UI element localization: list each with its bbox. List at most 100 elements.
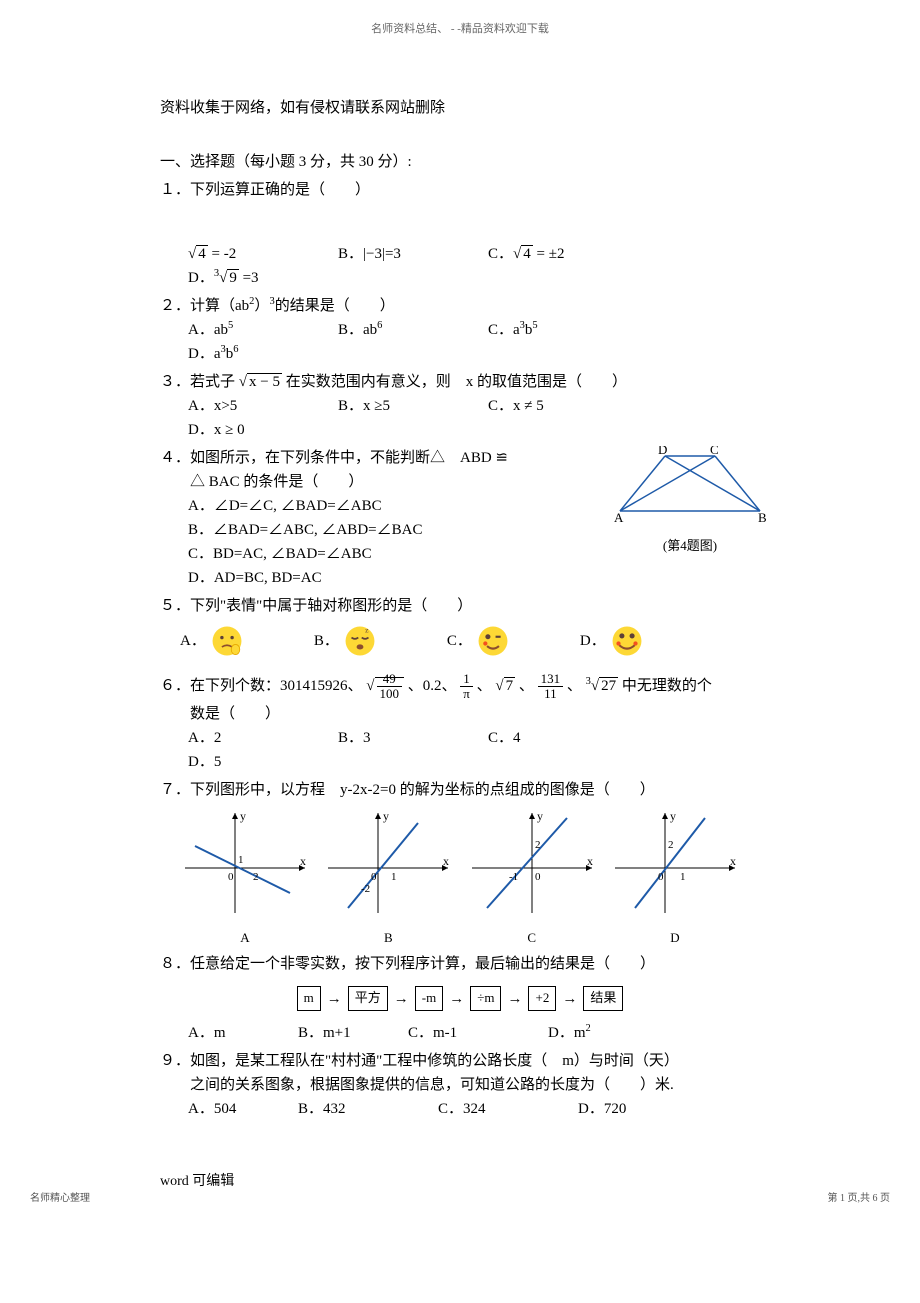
q1-opt-d: D．39 =3 <box>188 266 328 290</box>
q9-l2: 之间的关系图象，根据图象提供的信息，可知道公路的长度为（ ）米. <box>160 1073 760 1097</box>
q4-opt-d: D．AD=BC, BD=AC <box>188 566 760 590</box>
page: 名师资料总结、 - -精品资料欢迎下载 资料收集于网络，如有侵权请联系网站删除 … <box>0 0 920 1224</box>
word-editable: word 可编辑 <box>160 1171 760 1193</box>
chart-b: 01 -2 xy B <box>323 808 453 949</box>
q4-figure: A B C D (第4题图) <box>610 446 770 557</box>
q2-opts: A．ab5 B．ab6 C．a3b5 D．a3b6 <box>160 318 760 366</box>
q5-opt-d-label: D． <box>580 629 606 653</box>
q1-opts: 4 = -2 B．|−3|=3 C．4 = ±2 D．39 =3 <box>160 242 760 290</box>
q2-opt-a: A．ab5 <box>188 318 328 342</box>
footer-left: 名师精心整理 <box>30 1189 90 1204</box>
fig-label-c: C <box>710 446 719 457</box>
q9-opt-b: B．432 <box>298 1097 428 1121</box>
q5-opt-b-label: B． <box>314 629 339 653</box>
q3-opt-c: C．x ≠ 5 <box>488 394 628 418</box>
svg-text:1: 1 <box>680 871 686 883</box>
q5-stem: ５．下列"表情"中属于轴对称图形的是（ ） <box>160 594 760 618</box>
q8-opt-c: C．m-1 <box>408 1021 538 1045</box>
q3-opts: A．x>5 B．x ≥5 C．x ≠ 5 D．x ≥ 0 <box>160 394 760 442</box>
emoji-thinking-icon <box>210 624 244 658</box>
q9-opt-a: A．504 <box>188 1097 288 1121</box>
section-title: 一、选择题（每小题 3 分，共 30 分）: <box>160 150 760 174</box>
q5-opts: A． B． z C． D． <box>160 624 760 658</box>
q9-opt-d: D．720 <box>578 1097 678 1121</box>
sqrt-icon: x − 5 <box>239 370 282 394</box>
flow-box: m <box>297 986 321 1011</box>
svg-text:0: 0 <box>228 871 234 883</box>
q2-opt-d: D．a3b6 <box>188 342 328 366</box>
sqrt-icon: 4 <box>513 242 533 266</box>
q8-flowchart: m→ 平方→ -m→ ÷m→ +2→ 结果 <box>160 986 760 1011</box>
flow-box: 结果 <box>583 986 623 1011</box>
fig-label-d: D <box>658 446 667 457</box>
q7-charts: 10 2 xy A 01 -2 xy B <box>160 808 760 949</box>
flow-box: 平方 <box>348 986 388 1011</box>
q8-opt-d: D．m2 <box>548 1021 648 1045</box>
flow-box: -m <box>415 986 443 1011</box>
q8-opts: A．m B．m+1 C．m-1 D．m2 <box>160 1021 760 1045</box>
q3-stem: ３．若式子 x − 5 在实数范围内有意义，则 x 的取值范围是（ ） <box>160 370 760 394</box>
sqrt-icon: 4 <box>188 242 208 266</box>
svg-text:2: 2 <box>668 839 674 851</box>
q8-opt-b: B．m+1 <box>298 1021 398 1045</box>
emoji-sleeping-icon: z <box>343 624 377 658</box>
q1-opt-b: B．|−3|=3 <box>338 242 478 266</box>
svg-text:y: y <box>383 809 389 823</box>
sqrt-icon: 9 <box>219 266 239 290</box>
q8-opt-a: A．m <box>188 1021 288 1045</box>
footer-right: 第 1 页,共 6 页 <box>828 1189 891 1204</box>
emoji-smile-icon <box>610 624 644 658</box>
q1-opt-a: 4 = -2 <box>188 242 328 266</box>
q9-opt-c: C．324 <box>438 1097 568 1121</box>
svg-text:0: 0 <box>658 871 664 883</box>
header-top: 名师资料总结、 - -精品资料欢迎下载 <box>160 20 760 36</box>
q1-opt-c: C．4 = ±2 <box>488 242 628 266</box>
sqrt-icon: 7 <box>495 674 515 698</box>
sqrt-icon: 27 <box>591 674 618 698</box>
q5-opt-a-label: A． <box>180 629 206 653</box>
svg-text:y: y <box>240 809 246 823</box>
svg-text:-1: -1 <box>509 871 518 883</box>
svg-text:x: x <box>730 854 736 868</box>
arrow-icon: → <box>507 987 522 1011</box>
sqrt-icon: 49100 <box>366 672 404 702</box>
arrow-icon: → <box>394 987 409 1011</box>
content: 资料收集于网络，如有侵权请联系网站删除 一、选择题（每小题 3 分，共 30 分… <box>160 96 760 1194</box>
chart-c: 2 -1 0 x y C <box>467 808 597 949</box>
preface: 资料收集于网络，如有侵权请联系网站删除 <box>160 96 760 120</box>
chart-d-label: D <box>610 928 740 949</box>
q9-l1: ９．如图，是某工程队在"村村通"工程中修筑的公路长度（ m）与时间（天） <box>160 1049 760 1073</box>
svg-text:0: 0 <box>535 871 541 883</box>
q7-stem: ７．下列图形中，以方程 y-2x-2=0 的解为坐标的点组成的图像是（ ） <box>160 778 760 802</box>
q6-opt-a: A．2 <box>188 726 328 750</box>
fig-label-b: B <box>758 510 767 525</box>
svg-text:y: y <box>537 809 543 823</box>
svg-text:x: x <box>443 854 449 868</box>
flow-box: ÷m <box>470 986 501 1011</box>
svg-text:y: y <box>670 809 676 823</box>
svg-text:x: x <box>300 854 306 868</box>
q2-stem: ２．计算（ab2）3的结果是（ ） <box>160 294 760 318</box>
q4-fig-caption: (第4题图) <box>610 536 770 557</box>
q9-opts: A．504 B．432 C．324 D．720 <box>160 1097 760 1121</box>
chart-d: 2 0 1 x y D <box>610 808 740 949</box>
q2-opt-c: C．a3b5 <box>488 318 628 342</box>
svg-text:2: 2 <box>535 839 541 851</box>
q6-l2: 数是（ ） <box>160 702 760 726</box>
arrow-icon: → <box>327 987 342 1011</box>
chart-a-label: A <box>180 928 310 949</box>
q8-stem: ８．任意给定一个非零实数，按下列程序计算，最后输出的结果是（ ） <box>160 952 760 976</box>
q1-stem: １．下列运算正确的是（ ） <box>160 178 760 202</box>
q4: ４．如图所示，在下列条件中，不能判断△ ABD ≌ △ BAC 的条件是（ ） … <box>160 446 760 590</box>
q3-opt-d: D．x ≥ 0 <box>188 418 328 442</box>
svg-text:2: 2 <box>253 871 259 883</box>
emoji-wink-icon <box>476 624 510 658</box>
svg-text:x: x <box>587 854 593 868</box>
chart-c-label: C <box>467 928 597 949</box>
svg-text:1: 1 <box>238 854 244 866</box>
q6-opt-b: B．3 <box>338 726 478 750</box>
svg-text:-2: -2 <box>361 883 370 895</box>
q3-opt-a: A．x>5 <box>188 394 328 418</box>
q3-opt-b: B．x ≥5 <box>338 394 478 418</box>
chart-b-label: B <box>323 928 453 949</box>
